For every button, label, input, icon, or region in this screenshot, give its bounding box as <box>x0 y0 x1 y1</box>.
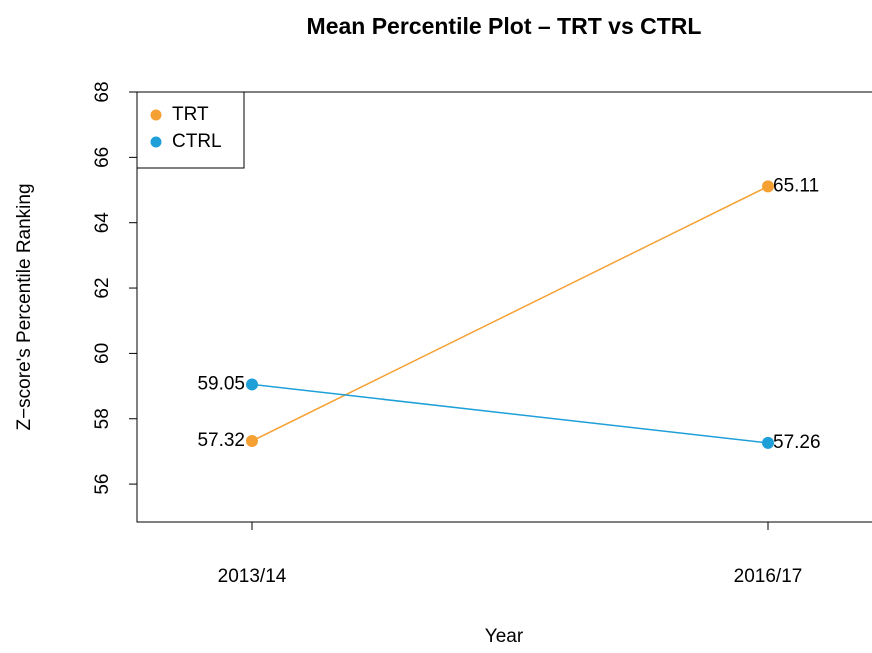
legend-marker <box>150 136 162 148</box>
y-tick-label: 62 <box>92 277 113 298</box>
data-label: 57.26 <box>773 432 821 453</box>
data-label: 59.05 <box>197 373 245 394</box>
point <box>246 434 258 447</box>
y-tick-label: 68 <box>92 81 113 102</box>
plot-frame <box>136 91 872 523</box>
legend-label: CTRL <box>172 131 222 152</box>
data-label: 57.32 <box>197 430 245 451</box>
x-axis-label: Year <box>485 626 524 647</box>
x-tick-label: 2013/14 <box>218 566 287 587</box>
y-tick-label: 56 <box>92 474 113 495</box>
legend-label: TRT <box>172 104 209 125</box>
legend-marker <box>150 109 162 121</box>
x-tick-label: 2016/17 <box>734 566 803 587</box>
point <box>762 180 774 193</box>
data-label: 65.11 <box>773 175 819 196</box>
point <box>762 436 774 449</box>
series-line <box>251 185 769 442</box>
point <box>246 378 258 391</box>
y-tick-label: 58 <box>92 408 113 429</box>
y-tick-label: 66 <box>92 147 113 168</box>
legend-box <box>136 91 245 169</box>
y-axis-label: Z−score's Percentile Ranking <box>14 183 35 430</box>
y-tick-label: 60 <box>92 343 113 364</box>
chart-title: Mean Percentile Plot – TRT vs CTRL <box>307 13 702 39</box>
series-line <box>251 383 769 444</box>
y-tick-label: 64 <box>92 212 113 234</box>
